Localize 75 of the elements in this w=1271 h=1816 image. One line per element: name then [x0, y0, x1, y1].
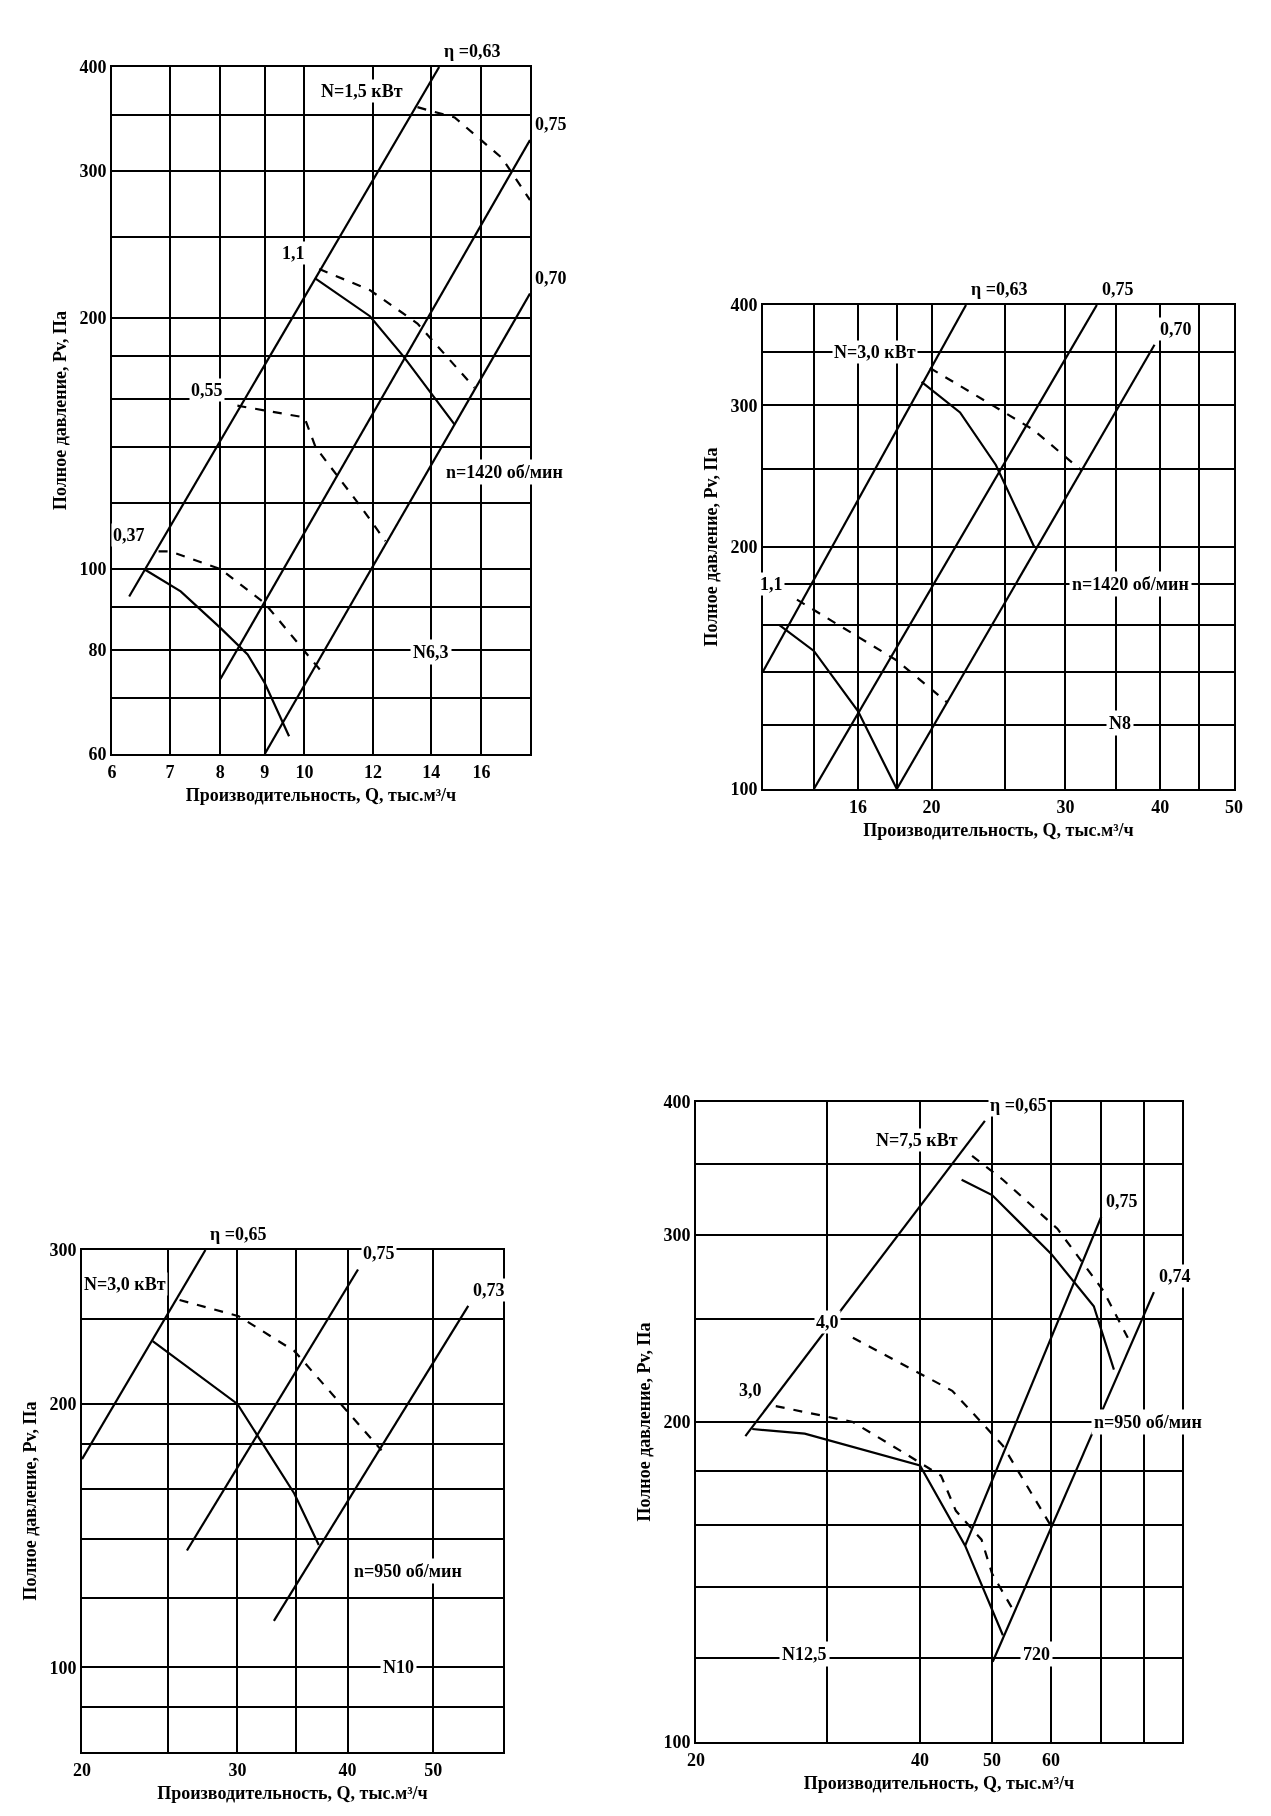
- y-tick-label: 400: [730, 295, 758, 316]
- y-tick-label: 200: [730, 537, 758, 558]
- x-tick-label: 12: [364, 761, 383, 782]
- y-tick-label: 400: [663, 1092, 691, 1113]
- y-tick-label: 200: [49, 1394, 77, 1415]
- y-tick-label: 100: [49, 1657, 77, 1678]
- y-axis-title: Полное давление, Pv, Па: [634, 1322, 655, 1522]
- y-tick-label: 300: [79, 161, 107, 182]
- series-label: 3,0: [739, 1380, 762, 1400]
- y-tick-label: 400: [79, 57, 107, 78]
- x-tick-label: 40: [338, 1759, 357, 1780]
- annotation: N12,5: [782, 1644, 827, 1664]
- x-tick-label: 10: [295, 761, 314, 782]
- y-tick-label: 300: [49, 1240, 77, 1261]
- x-axis-title: Производительность, Q, тыс.м³/ч: [185, 785, 457, 806]
- series-label: N=3,0 кВт: [834, 342, 916, 362]
- x-tick-label: 40: [1151, 796, 1170, 817]
- x-axis-title: Производительность, Q, тыс.м³/ч: [803, 1773, 1075, 1794]
- series-label: 1,1: [760, 574, 783, 594]
- x-tick-label: 50: [424, 1759, 443, 1780]
- x-axis-title: Производительность, Q, тыс.м³/ч: [157, 1783, 428, 1804]
- x-tick-label: 50: [1225, 796, 1243, 817]
- x-axis-title: Производительность, Q, тыс.м³/ч: [863, 820, 1134, 841]
- y-tick-label: 200: [663, 1412, 691, 1433]
- y-axis-title: Полное давление, Pv, Па: [50, 310, 71, 511]
- x-tick-label: 9: [260, 761, 270, 782]
- y-tick-label: 300: [663, 1225, 691, 1246]
- series-label: 0,55: [191, 380, 223, 400]
- annotation: N6,3: [413, 642, 449, 662]
- series-label: η =0,65: [210, 1224, 267, 1244]
- x-tick-label: 30: [1056, 796, 1075, 817]
- x-tick-label: 16: [848, 796, 867, 817]
- y-tick-label: 100: [730, 779, 758, 800]
- annotation: 720: [1023, 1644, 1050, 1664]
- x-tick-label: 6: [107, 761, 117, 782]
- annotation: n=1420 об/мин: [446, 462, 563, 482]
- series-label: 0,75: [1102, 279, 1134, 299]
- series-label: N=3,0 кВт: [84, 1274, 166, 1294]
- x-tick-label: 20: [922, 796, 941, 817]
- series-label: η =0,63: [971, 279, 1028, 299]
- series-label: 0,70: [535, 268, 567, 288]
- series-label: η =0,65: [990, 1095, 1047, 1115]
- y-tick-label: 200: [79, 308, 107, 329]
- x-tick-label: 14: [422, 761, 441, 782]
- x-tick-label: 30: [228, 1759, 247, 1780]
- series-label: 0,75: [535, 114, 567, 134]
- x-tick-label: 20: [73, 1759, 91, 1780]
- y-axis-title: Полное давление, Pv, Па: [20, 1401, 41, 1601]
- series-label: 1,1: [282, 243, 305, 263]
- annotation: N10: [383, 1657, 414, 1677]
- x-tick-label: 8: [215, 761, 225, 782]
- y-axis-title: Полное давление, Pv, Па: [701, 447, 722, 647]
- series-label: 0,74: [1159, 1266, 1191, 1286]
- annotation: n=950 об/мин: [354, 1561, 462, 1581]
- series-label: 0,73: [473, 1280, 505, 1300]
- series-label: 0,37: [113, 525, 145, 545]
- series-label: η =0,63: [444, 41, 501, 61]
- x-tick-label: 60: [1041, 1749, 1060, 1770]
- y-tick-label: 300: [730, 395, 758, 416]
- series-label: N=1,5 кВт: [321, 81, 403, 101]
- x-tick-label: 50: [983, 1749, 1002, 1770]
- x-tick-label: 40: [910, 1749, 929, 1770]
- y-tick-label: 80: [88, 640, 107, 661]
- y-tick-label: 100: [79, 559, 107, 580]
- annotation: n=950 об/мин: [1094, 1412, 1202, 1432]
- series-label: N=7,5 кВт: [876, 1130, 958, 1150]
- x-tick-label: 16: [472, 761, 491, 782]
- x-tick-label: 7: [165, 761, 175, 782]
- series-label: 0,70: [1160, 319, 1192, 339]
- series-label: 0,75: [363, 1243, 395, 1263]
- series-label: 4,0: [816, 1312, 839, 1332]
- annotation: N8: [1109, 713, 1131, 733]
- annotation: n=1420 об/мин: [1072, 574, 1189, 594]
- y-tick-label: 60: [88, 744, 107, 765]
- series-label: 0,75: [1106, 1191, 1138, 1211]
